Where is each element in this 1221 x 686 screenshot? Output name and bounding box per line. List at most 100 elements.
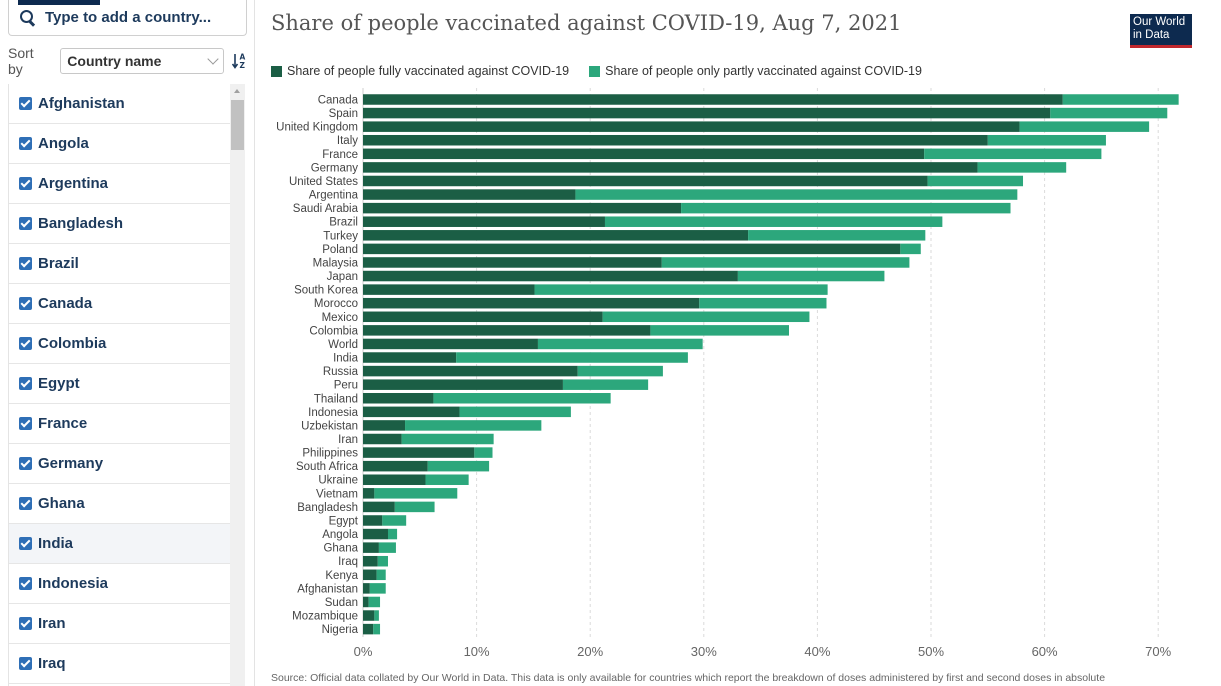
- bar-partly-vaccinated[interactable]: [924, 148, 1102, 160]
- bar-fully-vaccinated[interactable]: [363, 583, 370, 594]
- bar-fully-vaccinated[interactable]: [363, 528, 388, 540]
- bar-fully-vaccinated[interactable]: [363, 379, 563, 390]
- bar-partly-vaccinated[interactable]: [401, 433, 494, 445]
- bar-partly-vaccinated[interactable]: [394, 501, 435, 513]
- bar-fully-vaccinated[interactable]: [363, 569, 377, 581]
- search-box[interactable]: [8, 0, 247, 36]
- legend-item-partly[interactable]: Share of people only partly vaccinated a…: [589, 64, 922, 78]
- checkbox-checked-icon[interactable]: [19, 137, 32, 150]
- bar-partly-vaccinated[interactable]: [456, 352, 688, 363]
- legend-item-fully[interactable]: Share of people fully vaccinated against…: [271, 64, 569, 78]
- bar-partly-vaccinated[interactable]: [1019, 121, 1150, 132]
- bar-partly-vaccinated[interactable]: [927, 175, 1024, 187]
- bar-fully-vaccinated[interactable]: [363, 311, 603, 323]
- bar-fully-vaccinated[interactable]: [363, 352, 457, 363]
- bar-fully-vaccinated[interactable]: [363, 501, 395, 513]
- bar-partly-vaccinated[interactable]: [1050, 107, 1168, 119]
- checkbox-checked-icon[interactable]: [19, 577, 32, 590]
- bar-partly-vaccinated[interactable]: [575, 189, 1018, 200]
- country-item[interactable]: Canada: [9, 284, 230, 324]
- bar-fully-vaccinated[interactable]: [363, 189, 576, 200]
- country-item[interactable]: Iraq: [9, 644, 230, 684]
- bar-partly-vaccinated[interactable]: [562, 379, 649, 390]
- bar-partly-vaccinated[interactable]: [748, 230, 926, 241]
- bar-partly-vaccinated[interactable]: [699, 297, 827, 309]
- bar-fully-vaccinated[interactable]: [363, 162, 978, 173]
- country-item[interactable]: Egypt: [9, 364, 230, 404]
- bar-fully-vaccinated[interactable]: [363, 270, 738, 282]
- checkbox-checked-icon[interactable]: [19, 417, 32, 430]
- bar-fully-vaccinated[interactable]: [363, 257, 662, 268]
- checkbox-checked-icon[interactable]: [19, 297, 32, 310]
- bar-partly-vaccinated[interactable]: [368, 596, 381, 608]
- bar-partly-vaccinated[interactable]: [900, 243, 921, 255]
- bar-fully-vaccinated[interactable]: [363, 420, 406, 431]
- bar-partly-vaccinated[interactable]: [405, 420, 542, 431]
- country-item[interactable]: Bangladesh: [9, 204, 230, 244]
- checkbox-checked-icon[interactable]: [19, 657, 32, 670]
- bar-partly-vaccinated[interactable]: [374, 488, 458, 499]
- scroll-up-arrow-icon[interactable]: [234, 89, 240, 93]
- bar-fully-vaccinated[interactable]: [363, 474, 426, 485]
- bar-partly-vaccinated[interactable]: [378, 542, 396, 553]
- bar-partly-vaccinated[interactable]: [387, 528, 398, 540]
- bar-partly-vaccinated[interactable]: [374, 610, 379, 621]
- bar-fully-vaccinated[interactable]: [363, 515, 383, 526]
- scrollbar-thumb[interactable]: [231, 100, 244, 150]
- checkbox-checked-icon[interactable]: [19, 377, 32, 390]
- bar-fully-vaccinated[interactable]: [363, 202, 682, 214]
- bar-partly-vaccinated[interactable]: [433, 393, 611, 404]
- scrollbar[interactable]: [230, 84, 245, 686]
- bar-fully-vaccinated[interactable]: [363, 216, 605, 227]
- bar-partly-vaccinated[interactable]: [604, 216, 943, 227]
- bar-fully-vaccinated[interactable]: [363, 338, 538, 350]
- bar-partly-vaccinated[interactable]: [376, 569, 386, 581]
- bar-partly-vaccinated[interactable]: [369, 583, 386, 594]
- bar-fully-vaccinated[interactable]: [363, 175, 928, 187]
- country-item[interactable]: Ghana: [9, 484, 230, 524]
- bar-partly-vaccinated[interactable]: [425, 474, 469, 485]
- checkbox-checked-icon[interactable]: [19, 617, 32, 630]
- bar-partly-vaccinated[interactable]: [681, 202, 1011, 214]
- bar-fully-vaccinated[interactable]: [363, 433, 402, 445]
- bar-fully-vaccinated[interactable]: [363, 148, 925, 160]
- country-item[interactable]: Afghanistan: [9, 84, 230, 124]
- bar-fully-vaccinated[interactable]: [363, 542, 379, 553]
- sort-select[interactable]: Country name: [60, 48, 225, 74]
- bar-partly-vaccinated[interactable]: [382, 515, 407, 526]
- country-item[interactable]: Argentina: [9, 164, 230, 204]
- bar-partly-vaccinated[interactable]: [987, 134, 1106, 146]
- bar-fully-vaccinated[interactable]: [363, 365, 578, 377]
- bar-fully-vaccinated[interactable]: [363, 230, 749, 241]
- bar-fully-vaccinated[interactable]: [363, 121, 1020, 132]
- country-item[interactable]: Angola: [9, 124, 230, 164]
- checkbox-checked-icon[interactable]: [19, 177, 32, 190]
- country-item[interactable]: Germany: [9, 444, 230, 484]
- bar-partly-vaccinated[interactable]: [534, 284, 828, 295]
- checkbox-checked-icon[interactable]: [19, 257, 32, 270]
- bar-partly-vaccinated[interactable]: [377, 555, 388, 567]
- bar-partly-vaccinated[interactable]: [577, 365, 663, 377]
- bar-fully-vaccinated[interactable]: [363, 555, 378, 567]
- bar-partly-vaccinated[interactable]: [537, 338, 703, 350]
- bar-partly-vaccinated[interactable]: [474, 447, 493, 458]
- bar-fully-vaccinated[interactable]: [363, 284, 535, 295]
- country-item[interactable]: Indonesia: [9, 564, 230, 604]
- country-item[interactable]: Colombia: [9, 324, 230, 364]
- bar-partly-vaccinated[interactable]: [977, 162, 1067, 173]
- owid-logo[interactable]: Our World in Data: [1130, 14, 1192, 48]
- bar-partly-vaccinated[interactable]: [737, 270, 885, 282]
- checkbox-checked-icon[interactable]: [19, 497, 32, 510]
- bar-fully-vaccinated[interactable]: [363, 610, 375, 621]
- search-input[interactable]: [45, 9, 235, 26]
- country-item[interactable]: France: [9, 404, 230, 444]
- checkbox-checked-icon[interactable]: [19, 457, 32, 470]
- bar-fully-vaccinated[interactable]: [363, 325, 651, 336]
- bar-partly-vaccinated[interactable]: [427, 460, 490, 472]
- bar-fully-vaccinated[interactable]: [363, 393, 434, 404]
- bar-fully-vaccinated[interactable]: [363, 488, 375, 499]
- bar-fully-vaccinated[interactable]: [363, 596, 369, 608]
- checkbox-checked-icon[interactable]: [19, 537, 32, 550]
- bar-fully-vaccinated[interactable]: [363, 297, 700, 309]
- bar-fully-vaccinated[interactable]: [363, 460, 428, 472]
